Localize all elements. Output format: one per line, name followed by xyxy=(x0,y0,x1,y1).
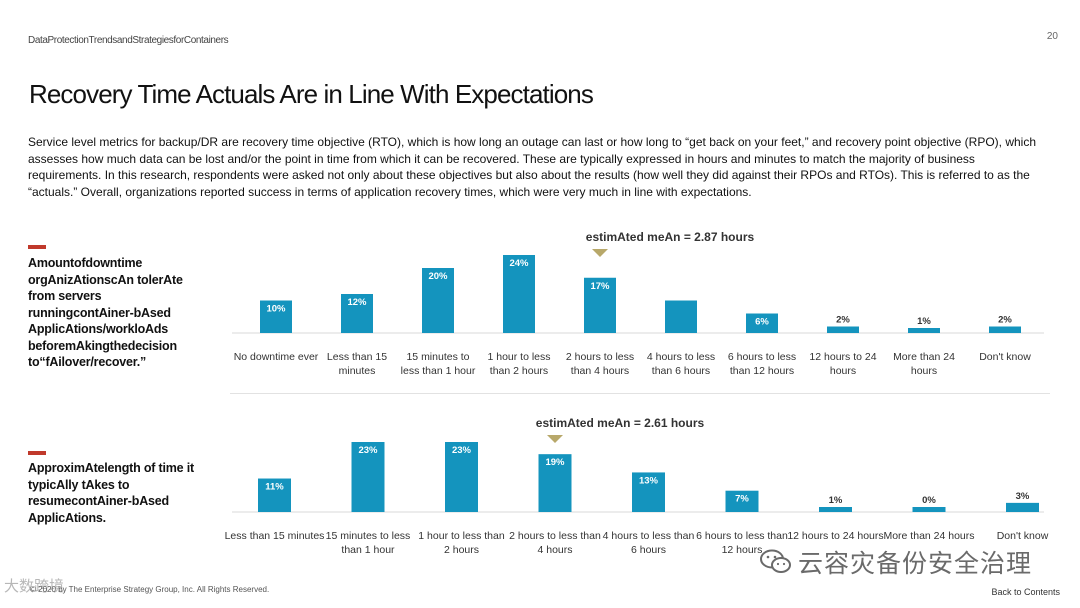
bar xyxy=(260,300,292,333)
page-title: Recovery Time Actuals Are in Line With E… xyxy=(29,79,594,109)
category-label: Less than 15 minutes xyxy=(327,351,387,377)
data-label: 11% xyxy=(265,482,284,493)
category-label: More than 24 hours xyxy=(893,351,955,377)
data-label: 6% xyxy=(755,317,769,328)
data-label: 12% xyxy=(347,297,367,308)
section-label-resume-time: ApproximAtelength of time it typicAlly t… xyxy=(28,461,194,525)
back-to-contents-link[interactable]: Back to Contents xyxy=(991,587,1060,597)
bar xyxy=(827,326,859,333)
category-label: Less than 15 minutes xyxy=(225,530,325,542)
category-label: No downtime ever xyxy=(234,351,319,363)
data-label: 13% xyxy=(639,475,659,486)
section-accent-bar xyxy=(28,245,46,249)
category-label: 4 hours to less than 6 hours xyxy=(647,351,715,377)
data-label: 0% xyxy=(922,495,936,506)
category-label: 1 hour to less than 2 hours xyxy=(487,351,550,377)
bar xyxy=(725,490,759,512)
bar xyxy=(908,328,940,333)
estimated-mean-annotation: estimAted meAn = 2.87 hours xyxy=(586,230,755,244)
data-label: 7% xyxy=(735,494,749,505)
data-label: 2% xyxy=(836,315,850,326)
report-header-label: DataProtectionTrendsandStrategiesforCont… xyxy=(28,35,229,46)
mean-marker xyxy=(592,249,608,257)
data-label: 23% xyxy=(358,445,378,456)
bar xyxy=(351,442,385,512)
bar xyxy=(341,294,373,333)
wechat-icon xyxy=(760,549,791,573)
bar xyxy=(422,268,454,333)
mean-marker xyxy=(547,435,563,443)
data-label: 3% xyxy=(1016,491,1030,502)
category-label: Don't know xyxy=(997,530,1049,542)
bar xyxy=(1006,502,1039,512)
bar xyxy=(503,255,535,333)
data-label: 10% xyxy=(266,304,286,315)
bar xyxy=(538,454,572,512)
data-label: 24% xyxy=(509,258,529,269)
data-label: 23% xyxy=(452,445,472,456)
bar xyxy=(819,507,852,512)
bar xyxy=(258,478,291,512)
category-label: 6 hours to less than 12 hours xyxy=(696,530,788,556)
watermark-right-text: 云容灾备份安全治理 xyxy=(798,550,1033,578)
downtime-tolerance-bar-chart: estimAted meAn = 2.87 hours 10% No downtim… xyxy=(232,230,1044,377)
data-label: 1% xyxy=(829,495,843,506)
section-label-downtime-tolerance: Amountofdowntime orgAnizAtionscAn tolerA… xyxy=(28,256,183,369)
category-label: 15 minutes to less than 1 hour xyxy=(401,351,476,377)
resume-time-bar-chart: estimAted meAn = 2.61 hours 11% Less than … xyxy=(225,416,1049,556)
intro-text: Service level metrics for backup/DR are … xyxy=(28,135,1037,199)
bar xyxy=(912,507,946,512)
data-label: 19% xyxy=(545,457,565,468)
watermark-right: 云容灾备份安全治理 xyxy=(760,544,1032,580)
category-label: 6 hours to less than 12 hours xyxy=(728,351,796,377)
page-number: 20 xyxy=(1046,31,1058,42)
category-label: 2 hours to less than 4 hours xyxy=(509,530,601,556)
category-label: More than 24 hours xyxy=(883,530,974,542)
bar xyxy=(445,442,478,512)
category-label: 12 hours to 24 hours xyxy=(787,530,883,542)
bar xyxy=(746,313,778,333)
data-label: 20% xyxy=(428,271,448,282)
estimated-mean-annotation: estimAted meAn = 2.61 hours xyxy=(536,416,705,430)
data-label: 1% xyxy=(917,316,931,327)
bar xyxy=(584,277,616,333)
data-label: 17% xyxy=(590,281,610,292)
category-label: Don't know xyxy=(979,351,1031,363)
category-label: 2 hours to less than 4 hours xyxy=(566,351,634,377)
category-label: 15 minutes to less than 1 hour xyxy=(326,530,411,556)
bar xyxy=(665,300,697,333)
footer-copyright: © 2020 by The Enterprise Strategy Group,… xyxy=(30,585,270,594)
chart-divider xyxy=(230,393,1050,394)
category-label: 1 hour to less than 2 hours xyxy=(418,530,505,556)
bar xyxy=(989,326,1021,333)
watermark-left: 大数跨境 xyxy=(4,578,65,595)
bar xyxy=(632,472,665,512)
category-label: 12 hours to 24 hours xyxy=(809,351,876,377)
category-label: 4 hours to less than 6 hours xyxy=(603,530,695,556)
data-label: 2% xyxy=(998,315,1012,326)
intro-paragraph: Service level metrics for backup/DR are … xyxy=(28,134,1038,200)
section-accent-bar xyxy=(28,451,46,455)
